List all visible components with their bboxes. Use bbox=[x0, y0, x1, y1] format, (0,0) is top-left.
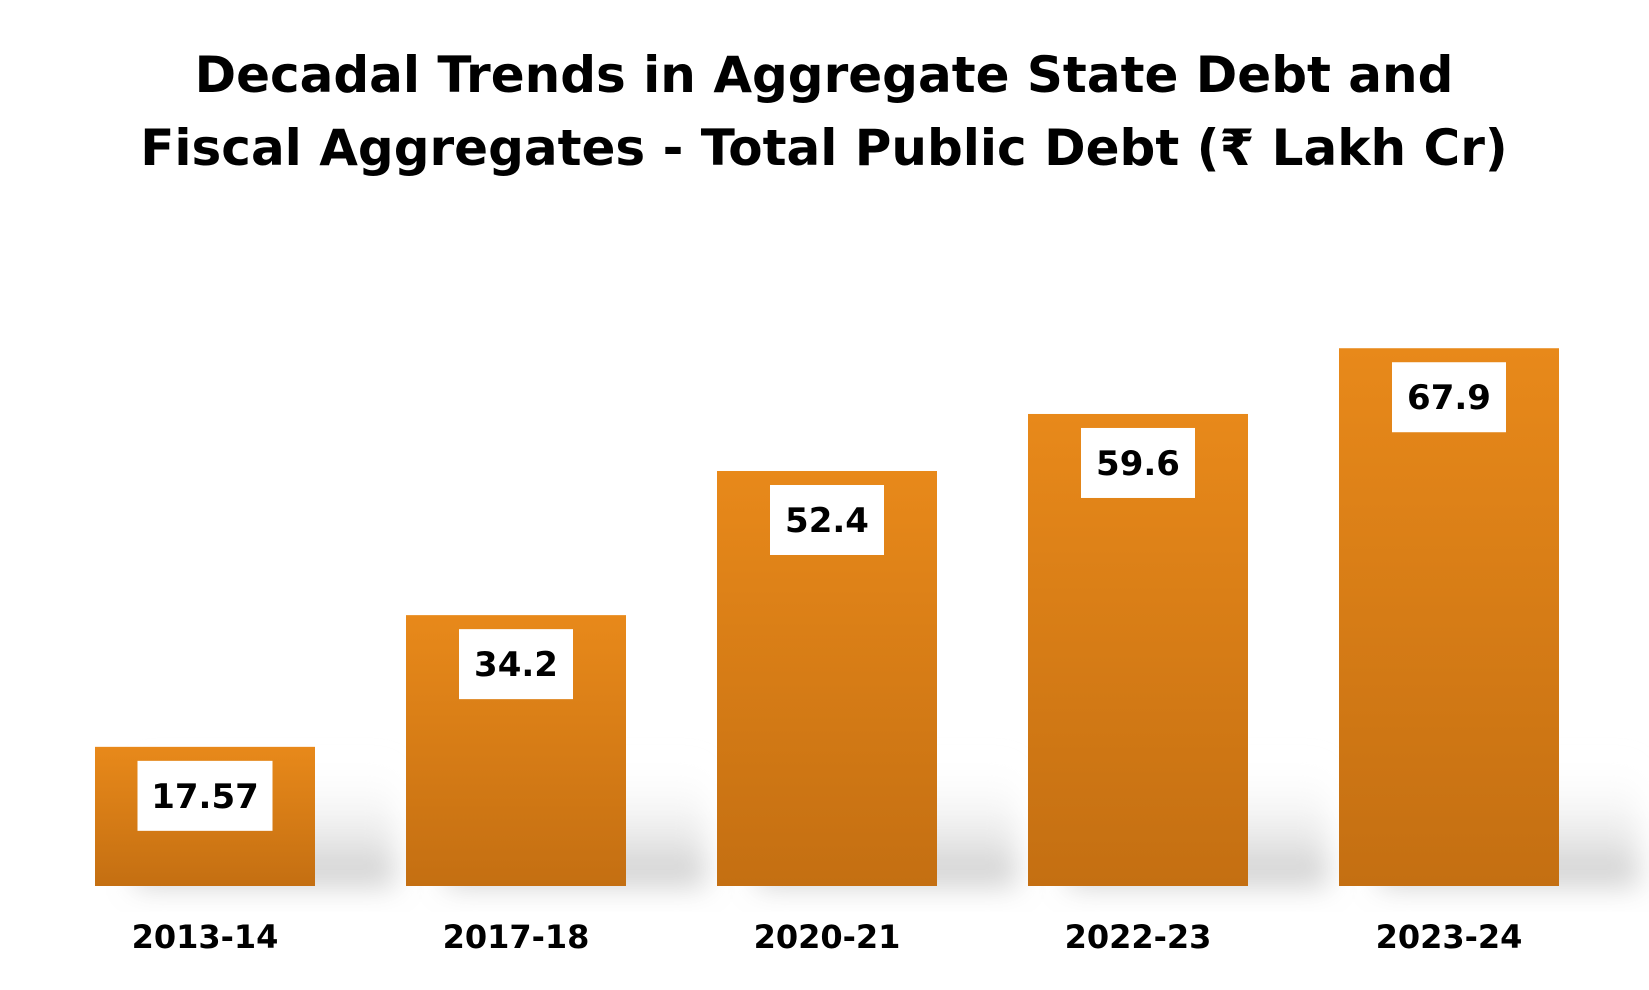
data-label-box bbox=[1392, 362, 1506, 433]
data-label-box bbox=[770, 484, 884, 555]
category-label: 2022-23 bbox=[1065, 918, 1212, 956]
data-label: 17.57 bbox=[151, 777, 259, 817]
data-label-box bbox=[137, 760, 273, 831]
data-label: 52.4 bbox=[785, 501, 869, 541]
category-label: 2023-24 bbox=[1376, 918, 1523, 956]
data-label: 59.6 bbox=[1096, 444, 1180, 484]
chart-title-line-2: Fiscal Aggregates - Total Public Debt (₹… bbox=[140, 119, 1507, 177]
category-label: 2020-21 bbox=[754, 918, 901, 956]
data-label: 34.2 bbox=[474, 645, 558, 685]
data-label: 67.9 bbox=[1407, 378, 1491, 418]
value-labels-group: 17.57 34.2 52.4 59.6 67.9 bbox=[137, 362, 1506, 831]
data-label-box bbox=[459, 629, 573, 700]
category-labels-group: 2013-14 2017-18 2020-21 2022-23 2023-24 bbox=[132, 918, 1523, 956]
data-label-box bbox=[1081, 427, 1195, 498]
bar-2023-24 bbox=[1339, 348, 1559, 886]
bars-group bbox=[95, 348, 1559, 886]
chart-title-line-1: Decadal Trends in Aggregate State Debt a… bbox=[195, 46, 1454, 104]
category-label: 2017-18 bbox=[443, 918, 590, 956]
category-label: 2013-14 bbox=[132, 918, 279, 956]
